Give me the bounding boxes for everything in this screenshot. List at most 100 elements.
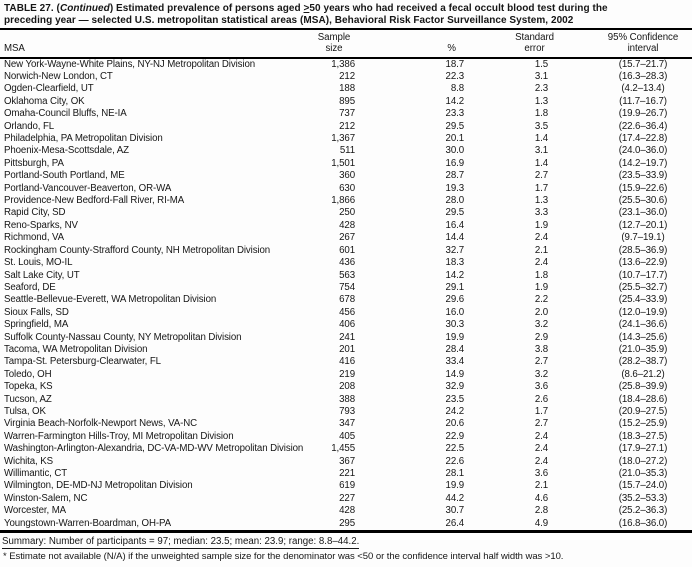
cell-ci: (15.7–21.7) bbox=[618, 58, 668, 70]
cell-ci: (12.0–19.9) bbox=[618, 306, 668, 318]
cell-se: 1.4 bbox=[534, 157, 548, 169]
cell-msa: Portland-South Portland, ME bbox=[4, 170, 125, 182]
cell-pct: 30.7 bbox=[445, 505, 465, 517]
cell-msa: Salt Lake City, UT bbox=[4, 269, 80, 281]
cell-ci: (21.0–35.3) bbox=[618, 468, 668, 479]
cell-se: 2.4 bbox=[534, 232, 548, 244]
cell-sample: 208 bbox=[339, 381, 355, 393]
cell-ci: (17.4–22.8) bbox=[618, 133, 668, 145]
cell-ci: (25.5–32.7) bbox=[618, 281, 668, 293]
table-row: Phoenix-Mesa-Scottsdale, AZ 511 30.0 3.1 (24… bbox=[0, 145, 692, 157]
cell-ci: (15.9–22.6) bbox=[618, 182, 668, 194]
cell-pct: 29.6 bbox=[445, 294, 465, 306]
cell-msa: Portland-Vancouver-Beaverton, OR-WA bbox=[4, 182, 172, 194]
table-row: Winston-Salem, NC 227 44.2 4.6 (35.2–53.3) bbox=[0, 493, 692, 505]
cell-ci: (9.7–19.1) bbox=[621, 232, 665, 244]
cell-ci: (15.7–24.0) bbox=[618, 480, 668, 492]
cell-msa: Virginia Beach-Norfolk-Newport News, VA-… bbox=[4, 418, 198, 430]
column-header-sample-size: Sample size bbox=[310, 30, 358, 59]
cell-msa: Oklahoma City, OK bbox=[4, 95, 85, 107]
cell-ci: (25.5–30.6) bbox=[618, 195, 668, 207]
cell-se: 2.7 bbox=[534, 418, 548, 430]
cell-se: 1.5 bbox=[534, 58, 548, 70]
cell-se: 2.9 bbox=[534, 331, 548, 343]
cell-msa: Willimantic, CT bbox=[4, 468, 68, 479]
cell-ci: (14.3–25.6) bbox=[618, 331, 668, 343]
table-row: Suffolk County-Nassau County, NY Metropo… bbox=[0, 332, 692, 344]
cell-ci: (13.6–22.9) bbox=[618, 257, 668, 269]
cell-se: 3.1 bbox=[534, 145, 548, 157]
cell-pct: 14.2 bbox=[445, 269, 465, 281]
cell-ci: (4.2–13.4) bbox=[621, 83, 665, 95]
table-row: New York-Wayne-White Plains, NY-NJ Metro… bbox=[0, 58, 692, 71]
cell-pct: 19.9 bbox=[445, 331, 465, 343]
cell-msa: Washington-Arlington-Alexandria, DC-VA-M… bbox=[4, 443, 304, 455]
table-row: Washington-Arlington-Alexandria, DC-VA-M… bbox=[0, 443, 692, 455]
cell-se: 2.2 bbox=[534, 294, 548, 306]
cell-sample: 428 bbox=[339, 505, 355, 517]
cell-sample: 250 bbox=[339, 207, 355, 219]
cell-se: 1.7 bbox=[534, 182, 548, 194]
title-text: ) Estimated prevalence of persons aged bbox=[109, 3, 304, 14]
cell-sample: 793 bbox=[339, 405, 355, 417]
cell-sample: 895 bbox=[339, 95, 355, 107]
cell-sample: 428 bbox=[339, 219, 355, 231]
cell-se: 2.3 bbox=[534, 83, 548, 95]
table-body: New York-Wayne-White Plains, NY-NJ Metro… bbox=[0, 58, 692, 532]
cell-ci: (18.3–27.5) bbox=[618, 430, 668, 442]
cell-se: 2.7 bbox=[534, 356, 548, 368]
cell-ci: (16.8–36.0) bbox=[618, 517, 668, 529]
cell-pct: 28.0 bbox=[445, 195, 465, 207]
cell-se: 3.8 bbox=[534, 343, 548, 355]
cell-se: 3.1 bbox=[534, 71, 548, 82]
cell-pct: 20.1 bbox=[445, 133, 465, 145]
cell-sample: 1,501 bbox=[331, 157, 355, 169]
cell-msa: Wichita, KS bbox=[4, 455, 53, 467]
cell-ci: (24.1–36.6) bbox=[618, 319, 668, 331]
cell-ci: (25.4–33.9) bbox=[618, 294, 668, 306]
cell-msa: Philadelphia, PA Metropolitan Division bbox=[4, 133, 163, 145]
cell-ci: (15.2–25.9) bbox=[618, 418, 668, 430]
cell-se: 1.8 bbox=[534, 108, 548, 120]
cell-se: 2.6 bbox=[534, 393, 548, 405]
table-row: Tacoma, WA Metropolitan Division 201 28.4 3… bbox=[0, 344, 692, 356]
cell-sample: 406 bbox=[339, 319, 355, 331]
cell-sample: 630 bbox=[339, 182, 355, 194]
cell-msa: Sioux Falls, SD bbox=[4, 306, 69, 318]
cell-msa: Reno-Sparks, NV bbox=[4, 219, 78, 231]
cell-se: 1.9 bbox=[534, 219, 548, 231]
cell-sample: 227 bbox=[339, 492, 355, 504]
table-row: Portland-South Portland, ME 360 28.7 2.7 (23… bbox=[0, 170, 692, 182]
cell-msa: Worcester, MA bbox=[4, 505, 67, 517]
cell-se: 1.9 bbox=[534, 281, 548, 293]
table-row: Youngstown-Warren-Boardman, OH-PA 295 26.4… bbox=[0, 518, 692, 532]
cell-msa: Providence-New Bedford-Fall River, RI-MA bbox=[4, 195, 185, 207]
cell-ci: (20.9–27.5) bbox=[618, 405, 668, 417]
cell-sample: 212 bbox=[339, 71, 355, 82]
cell-ci: (16.3–28.3) bbox=[618, 71, 668, 82]
cell-se: 2.8 bbox=[534, 505, 548, 517]
cell-sample: 347 bbox=[339, 418, 355, 430]
cell-ci: (19.9–26.7) bbox=[618, 108, 668, 120]
table-title-line2: preceding year — selected U.S. metropoli… bbox=[4, 14, 574, 26]
cell-pct: 22.3 bbox=[445, 71, 465, 82]
table-title: TABLE 27. (Continued) Estimated prevalen… bbox=[0, 3, 692, 26]
cell-ci: (35.2–53.3) bbox=[618, 492, 668, 504]
cell-sample: 219 bbox=[339, 368, 355, 380]
cell-ci: (10.7–17.7) bbox=[618, 269, 668, 281]
cell-pct: 23.3 bbox=[445, 108, 465, 120]
table-row: Oklahoma City, OK 895 14.2 1.3 (11.7–16.7) bbox=[0, 96, 692, 108]
cell-msa: Ogden-Clearfield, UT bbox=[4, 83, 94, 95]
table-row: Wichita, KS 367 22.6 2.4 (18.0–27.2) bbox=[0, 456, 692, 468]
table-row: Portland-Vancouver-Beaverton, OR-WA 630 19… bbox=[0, 183, 692, 195]
cell-se: 3.2 bbox=[534, 319, 548, 331]
cell-pct: 26.4 bbox=[445, 517, 465, 529]
cell-pct: 20.6 bbox=[445, 418, 465, 430]
cell-pct: 16.9 bbox=[445, 157, 465, 169]
cell-ci: (25.8–39.9) bbox=[618, 381, 668, 393]
cell-sample: 737 bbox=[339, 108, 355, 120]
cell-msa: Norwich-New London, CT bbox=[4, 71, 113, 82]
cell-ci: (12.7–20.1) bbox=[618, 219, 668, 231]
cell-msa: Suffolk County-Nassau County, NY Metropo… bbox=[4, 331, 242, 343]
